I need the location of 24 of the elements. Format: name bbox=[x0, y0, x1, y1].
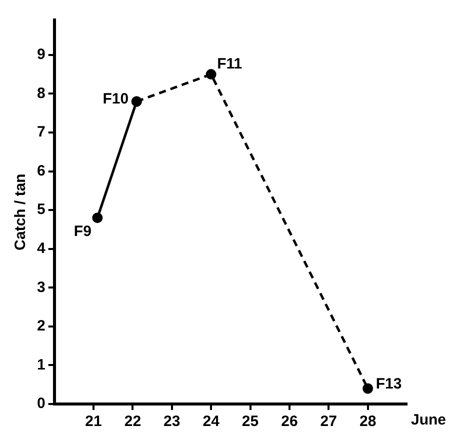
x-tick-label: 24 bbox=[202, 413, 220, 430]
annotation: F13 bbox=[376, 376, 402, 393]
y-tick-label: 0 bbox=[37, 395, 46, 412]
x-tick-label: 28 bbox=[359, 413, 376, 430]
y-tick-label: 3 bbox=[37, 278, 46, 296]
y-tick-label: 9 bbox=[37, 46, 46, 64]
y-tick-label: 8 bbox=[37, 84, 46, 102]
y-tick-label: 1 bbox=[37, 356, 46, 374]
y-tick-label: 2 bbox=[37, 318, 46, 335]
x-tick-label: 27 bbox=[320, 413, 337, 430]
y-tick-label: 6 bbox=[37, 162, 46, 180]
y-tick-label: 5 bbox=[37, 201, 46, 218]
y-tick-label: 7 bbox=[37, 124, 46, 141]
annotation: F10 bbox=[102, 90, 129, 108]
annotation: F9 bbox=[74, 222, 92, 240]
x-tick-label: 25 bbox=[242, 413, 259, 430]
y-axis-title: Catch / tan bbox=[12, 174, 30, 250]
x-tick-label: 21 bbox=[85, 413, 102, 430]
x-axis-title: June bbox=[411, 412, 446, 429]
x-tick-label: 22 bbox=[124, 413, 142, 430]
x-tick-label: 26 bbox=[281, 413, 298, 430]
y-tick-label: 4 bbox=[37, 240, 46, 257]
x-tick-label: 23 bbox=[164, 413, 180, 430]
annotation: F11 bbox=[217, 55, 242, 72]
